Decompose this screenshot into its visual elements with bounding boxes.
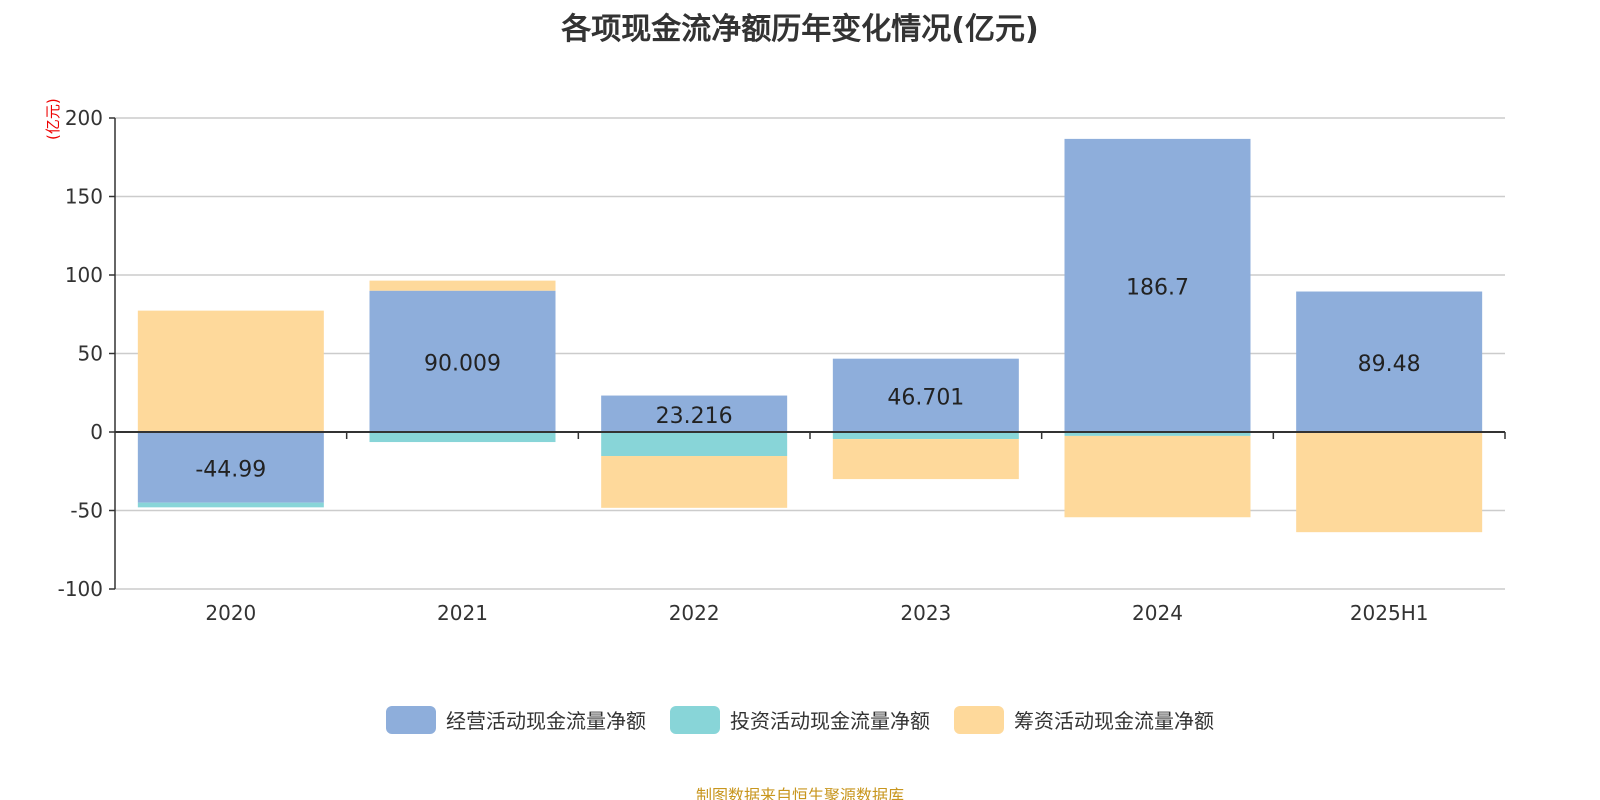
y-tick-label: 150 (65, 185, 103, 209)
bar-2 (601, 456, 788, 508)
bar-0 (137, 432, 324, 503)
legend-swatch (386, 705, 436, 734)
bar-2 (1064, 435, 1251, 518)
bar-0 (1064, 138, 1251, 433)
legend-label: 经营活动现金流量净额 (446, 709, 646, 733)
x-tick-label: 2022 (669, 601, 720, 625)
x-tick-label: 2023 (900, 601, 951, 625)
x-tick-label: 2024 (1132, 601, 1183, 625)
legend-label: 筹资活动现金流量净额 (1014, 709, 1214, 733)
data-label: 23.216 (656, 404, 733, 429)
legend-swatch (670, 705, 720, 734)
source-note: 制图数据来自恒生聚源数据库 (695, 786, 904, 800)
legend-item[interactable]: 经营活动现金流量净额 (386, 705, 646, 734)
legend-item[interactable]: 筹资活动现金流量净额 (954, 705, 1214, 734)
bar-0 (832, 358, 1019, 432)
bar-1 (832, 432, 1019, 440)
bar-1 (1064, 432, 1251, 436)
bar-1 (137, 502, 324, 508)
y-tick-label: -100 (58, 577, 103, 601)
bar-0 (601, 395, 788, 432)
x-tick-label: 2025H1 (1350, 601, 1429, 625)
legend-item[interactable]: 投资活动现金流量净额 (670, 705, 930, 734)
bar-2 (137, 310, 324, 432)
chart-title: 各项现金流净额历年变化情况(亿元) (561, 12, 1039, 47)
bar-2 (832, 439, 1019, 480)
y-tick-label: 100 (65, 263, 103, 287)
legend-swatch (954, 705, 1004, 734)
bar-2 (1296, 432, 1483, 533)
legend-label: 投资活动现金流量净额 (730, 709, 930, 733)
x-tick-label: 2020 (205, 601, 256, 625)
data-label: 89.48 (1358, 352, 1421, 377)
bar-2 (369, 280, 556, 291)
bar-0 (369, 290, 556, 432)
data-label: 186.7 (1126, 275, 1189, 300)
y-tick-label: 50 (78, 342, 103, 366)
bar-1 (369, 432, 556, 443)
data-label: -44.99 (195, 457, 266, 482)
y-tick-label: 0 (90, 420, 103, 444)
data-label: 46.701 (887, 385, 964, 410)
bar-0 (1296, 291, 1483, 432)
y-tick-label: -50 (70, 499, 103, 523)
bar-1 (601, 432, 788, 457)
y-tick-label: 200 (65, 106, 103, 130)
legend: 经营活动现金流量净额 投资活动现金流量净额 筹资活动现金流量净额 (0, 705, 1600, 734)
data-label: 90.009 (424, 351, 501, 376)
x-tick-label: 2021 (437, 601, 488, 625)
